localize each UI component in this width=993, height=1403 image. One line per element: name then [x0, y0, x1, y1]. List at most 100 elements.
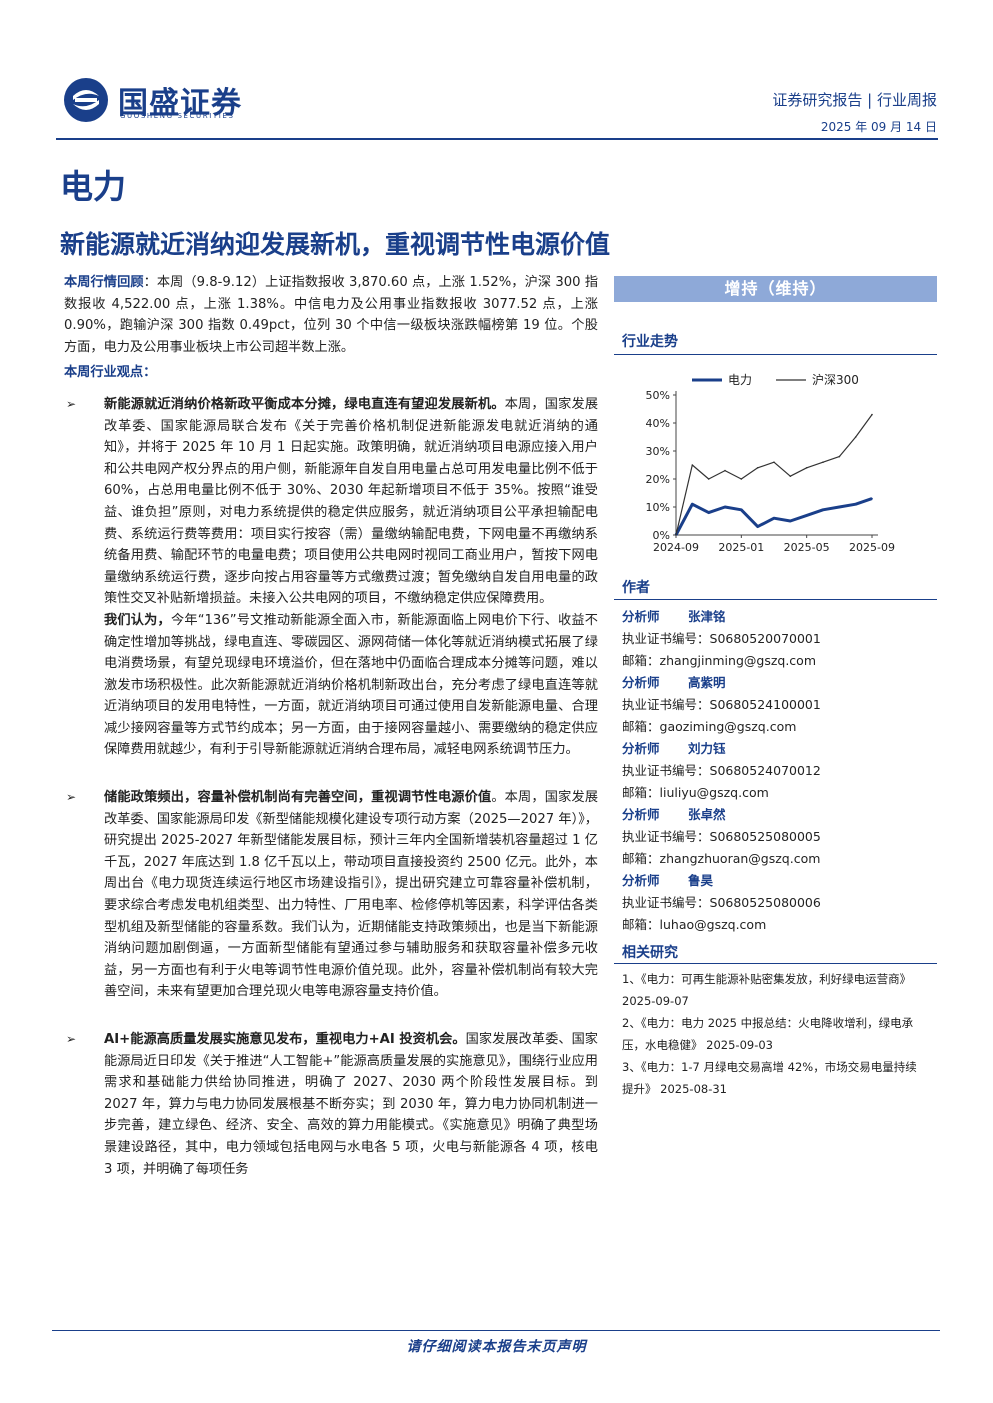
analyst-name: 刘力钰	[688, 741, 726, 756]
analyst-email[interactable]: zhangzhuoran@gszq.com	[659, 851, 821, 866]
related-research-list: 1、《电力：可再生能源补贴密集发放，利好绿电运营商》 2025-09-07 2、…	[622, 968, 922, 1100]
analyst-card: 分析师 高紫明 执业证书编号：S0680524100001 邮箱：gaozimin…	[622, 672, 937, 738]
data-point	[691, 464, 694, 466]
y-tick-label: 40%	[646, 417, 670, 430]
bullet-text: 。本周，国家发展改革委、国家能源局印发《新型储能规模化建设专项行动方案（2025…	[104, 790, 599, 1000]
y-tick-label: 10%	[646, 501, 670, 514]
trend-chart-svg: 0% 10% 20% 30% 40% 50% 2024-09 2025-01 2025-05 20…	[646, 373, 895, 554]
data-point	[724, 469, 726, 472]
trend-chart: 0% 10% 20% 30% 40% 50% 2024-09 2025-01 2025-05 20…	[614, 365, 937, 565]
industry-title: 电力	[60, 167, 126, 206]
bullet-text: 国家发展改革委、国家能源局近日印发《关于推进“人工智能+”能源高质量发展的实施意…	[104, 1032, 598, 1177]
analysts-divider	[614, 599, 937, 600]
data-point	[789, 520, 792, 522]
data-point	[805, 514, 808, 517]
data-point	[854, 503, 857, 505]
rating-badge: 增持（维持）	[614, 276, 937, 302]
related-divider	[614, 963, 937, 964]
analyst-card: 分析师 张津铭 执业证书编号：S0680520070001 邮箱：zhangjin…	[622, 606, 937, 672]
arrow-bullet-icon: ➢	[66, 396, 77, 411]
arrow-bullet-icon: ➢	[66, 790, 77, 805]
analyst-card: 分析师 张卓然 执业证书编号：S0680525080005 邮箱：zhangzhu…	[622, 804, 937, 870]
analyst-email[interactable]: liuliyu@gszq.com	[659, 785, 769, 800]
y-tick-label: 20%	[646, 473, 670, 486]
data-point	[707, 511, 710, 514]
x-tick-label: 2025-09	[849, 541, 895, 554]
email-label: 邮箱：	[622, 917, 660, 932]
data-point	[838, 506, 841, 508]
review-text: ：本周（9.8-9.12）上证指数报收 3,870.60 点，上涨 1.52%，…	[64, 275, 599, 355]
data-point	[740, 509, 743, 511]
guosheng-logo-icon	[64, 78, 108, 122]
analysts-title: 作者	[622, 580, 650, 596]
data-point	[789, 475, 792, 477]
data-point	[675, 534, 677, 536]
related-item[interactable]: 3、《电力：1-7 月绿电交易高增 42%，市场交易电量持续提升》 2025-0…	[622, 1060, 917, 1096]
cert-number: S0680520070001	[709, 631, 821, 646]
cert-number: S0680524100001	[709, 697, 821, 712]
list-item: ➢ AI+能源高质量发展实施意见发布，重视电力+AI 投资机会。国家发展改革委、…	[64, 1029, 598, 1180]
data-point	[822, 509, 824, 511]
data-point	[871, 413, 873, 416]
report-date: 2025 年 09 月 14 日	[820, 120, 937, 134]
related-item[interactable]: 2、《电力：电力 2025 中报总结：火电降收增利，绿电承压，水电稳健》 202…	[622, 1016, 914, 1052]
data-point	[707, 478, 710, 480]
series-line-power	[674, 497, 873, 536]
data-point	[871, 497, 873, 500]
x-tick-label: 2025-05	[784, 541, 830, 554]
data-point	[756, 525, 759, 528]
analyst-name: 张津铭	[688, 609, 726, 624]
data-point	[724, 506, 726, 508]
analyst-role: 分析师	[622, 675, 660, 690]
data-point	[838, 455, 841, 458]
analyst-name: 鲁昊	[688, 873, 714, 888]
weekly-review: 本周行情回顾：本周（9.8-9.12）上证指数报收 3,870.60 点，上涨 …	[64, 272, 598, 358]
report-type: 证券研究报告 | 行业周报	[772, 91, 937, 109]
cert-number: S0680524070012	[709, 763, 821, 778]
analyst-email[interactable]: gaoziming@gszq.com	[659, 719, 797, 734]
footer-divider	[52, 1330, 940, 1331]
cert-label: 执业证书编号：	[622, 895, 710, 910]
analyst-name: 张卓然	[688, 807, 726, 822]
list-item: ➢ 新能源就近消纳价格新政平衡成本分摊，绿电直连有望迎发展新机。本周，国家发展改…	[64, 394, 598, 761]
report-headline: 新能源就近消纳迎发展新机，重视调节性电源价值	[60, 230, 611, 259]
analyst-email[interactable]: zhangjinming@gszq.com	[659, 653, 817, 668]
data-point	[773, 517, 775, 519]
related-item[interactable]: 1、《电力：可再生能源补贴密集发放，利好绿电运营商》 2025-09-07	[622, 972, 912, 1008]
arrow-bullet-icon: ➢	[66, 1032, 77, 1046]
email-label: 邮箱：	[622, 851, 660, 866]
cert-label: 执业证书编号：	[622, 829, 710, 844]
data-point	[756, 467, 759, 469]
y-tick-label: 0%	[653, 529, 670, 542]
list-item: ➢ 储能政策频出，容量补偿机制尚有完善空间，重视调节性电源价值。本周，国家发展改…	[64, 787, 598, 1003]
data-point	[854, 436, 857, 438]
logo-subtext: GUOSHENG SECURITIES	[120, 112, 235, 120]
analyst-role: 分析师	[622, 609, 660, 624]
legend-label: 电力	[728, 373, 752, 387]
analyst-card: 分析师 刘力钰 执业证书编号：S0680524070012 邮箱：liuliyu@…	[622, 738, 937, 804]
y-tick-label: 50%	[646, 389, 670, 402]
x-tick-label: 2024-09	[653, 541, 699, 554]
legend-label: 沪深300	[812, 373, 859, 387]
report-meta: 证券研究报告 | 行业周报 2025 年 09 月 14 日	[772, 89, 937, 135]
bullet-lead: 储能政策频出，容量补偿机制尚有完善空间，重视调节性电源价值	[104, 790, 492, 806]
data-point	[691, 503, 694, 505]
email-label: 邮箱：	[622, 653, 660, 668]
analyst-list: 分析师 张津铭 执业证书编号：S0680520070001 邮箱：zhangjin…	[622, 606, 937, 936]
analyst-email[interactable]: luhao@gszq.com	[659, 917, 767, 932]
cert-label: 执业证书编号：	[622, 697, 710, 712]
y-tick-label: 30%	[646, 445, 670, 458]
cert-number: S0680525080005	[709, 829, 821, 844]
trend-divider	[614, 354, 937, 355]
views-title: 本周行业观点：	[64, 365, 157, 381]
bullet-lead: 新能源就近消纳价格新政平衡成本分摊，绿电直连有望迎发展新机。	[104, 396, 505, 412]
analyst-role: 分析师	[622, 873, 660, 888]
cert-label: 执业证书编号：	[622, 631, 710, 646]
data-point	[822, 461, 824, 463]
company-logo: 国盛证券 GUOSHENG SECURITIES	[62, 76, 262, 124]
cert-number: S0680525080006	[709, 895, 821, 910]
x-tick-label: 2025-01	[718, 541, 764, 554]
analyst-role: 分析师	[622, 807, 660, 822]
email-label: 邮箱：	[622, 785, 660, 800]
data-point	[740, 478, 743, 480]
